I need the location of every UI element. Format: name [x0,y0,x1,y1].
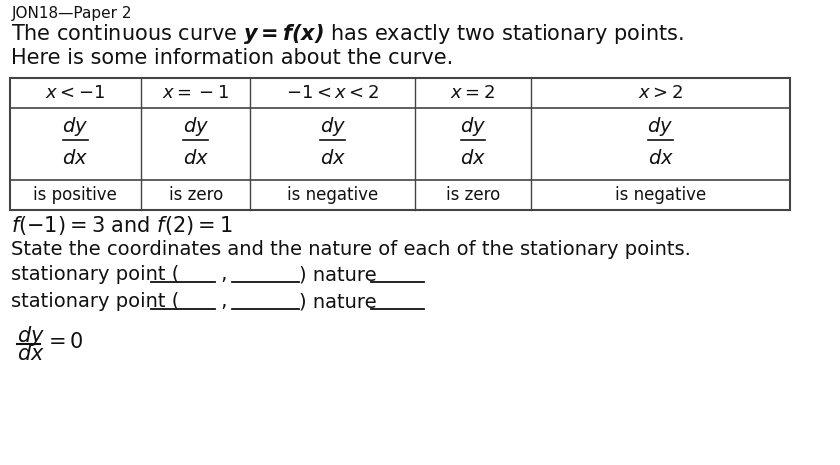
Text: stationary point (: stationary point ( [12,265,180,284]
Text: $dy$: $dy$ [460,114,486,138]
Text: $-1 < x < 2$: $-1 < x < 2$ [286,84,379,102]
Text: $x < -1$: $x < -1$ [45,84,106,102]
Bar [9,78,790,210]
Text: $dy$: $dy$ [648,114,674,138]
Text: $dx$: $dx$ [62,148,88,167]
Text: $dx$: $dx$ [17,344,45,364]
Text: ) nature: ) nature [299,292,376,311]
Text: is negative: is negative [287,186,378,204]
Text: $x = -1$: $x = -1$ [162,84,229,102]
Text: $dy$: $dy$ [62,114,88,138]
Text: $= 0$: $= 0$ [44,332,83,352]
Text: $dy$: $dy$ [17,324,45,348]
Text: The continuous curve $\bfit{y} = \bfit{f}(\bfit{x})$ has exactly two stationary : The continuous curve $\bfit{y} = \bfit{f… [12,22,685,46]
Text: JON18—Paper 2: JON18—Paper 2 [12,6,132,21]
Text: Here is some information about the curve.: Here is some information about the curve… [12,48,454,68]
Text: $dx$: $dx$ [320,148,346,167]
Text: $dy$: $dy$ [182,114,209,138]
Text: ) nature: ) nature [299,265,376,284]
Text: $x = 2$: $x = 2$ [450,84,496,102]
Text: stationary point (: stationary point ( [12,292,180,311]
Text: $dx$: $dx$ [460,148,486,167]
Text: $dx$: $dx$ [648,148,674,167]
Text: is zero: is zero [446,186,500,204]
Text: $dx$: $dx$ [182,148,208,167]
Text: is negative: is negative [615,186,706,204]
Text: State the coordinates and the nature of each of the stationary points.: State the coordinates and the nature of … [12,240,691,259]
Text: is positive: is positive [34,186,118,204]
Text: $x > 2$: $x > 2$ [638,84,683,102]
Text: is zero: is zero [169,186,223,204]
Text: ,: , [215,265,227,284]
Text: ,: , [215,292,227,311]
Text: $dy$: $dy$ [319,114,346,138]
Text: $f(-1) = 3$ and $f(2) = 1$: $f(-1) = 3$ and $f(2) = 1$ [12,214,234,237]
